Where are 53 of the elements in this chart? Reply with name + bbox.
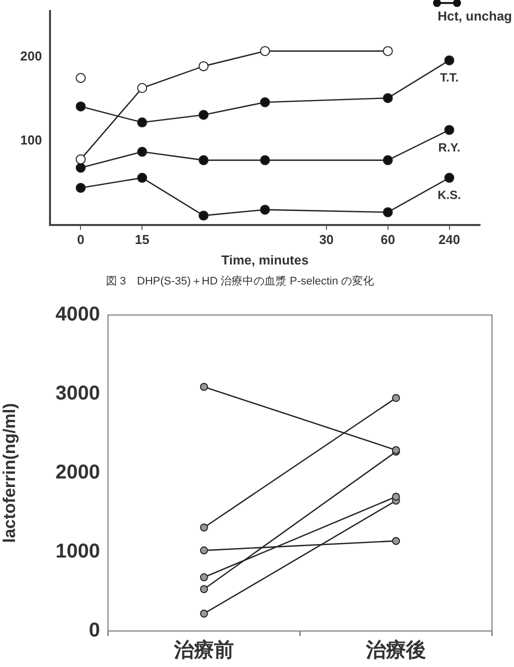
point <box>200 573 208 582</box>
point <box>392 492 400 501</box>
y-tick-label: 1000 <box>56 540 100 563</box>
y-tick-label: 200 <box>20 48 42 64</box>
y-tick-label: 100 <box>20 132 42 148</box>
point <box>392 536 400 545</box>
point <box>392 394 400 402</box>
point <box>260 155 270 166</box>
point <box>260 204 270 215</box>
x-tick-label: 30 <box>319 232 334 248</box>
point <box>198 155 209 166</box>
point <box>382 207 393 218</box>
point <box>382 46 393 56</box>
x-tick-label: 治療前 <box>173 638 234 662</box>
point <box>260 46 270 56</box>
y-tick-label: 4000 <box>56 304 100 326</box>
y-axis-title: lactoferrin(ng/ml) <box>0 403 19 543</box>
point <box>76 154 86 164</box>
point <box>137 117 148 128</box>
point <box>444 172 454 183</box>
x-tick-label: 治療後 <box>365 638 426 662</box>
point <box>444 124 454 135</box>
point <box>198 61 209 72</box>
annotation: Hct, unchag <box>438 8 512 24</box>
point <box>76 101 86 112</box>
x-tick-label: 60 <box>380 232 396 248</box>
point <box>444 55 454 66</box>
y-tick-label: 2000 <box>56 462 100 484</box>
series-label: K.S. <box>438 188 461 202</box>
point <box>137 146 148 157</box>
x-tick-label: 15 <box>134 232 150 248</box>
point <box>200 524 208 532</box>
point <box>260 97 270 108</box>
point <box>76 182 86 193</box>
point <box>198 110 209 120</box>
x-tick-label: 240 <box>438 232 460 248</box>
point <box>200 382 208 391</box>
x-axis-title: Time, minutes <box>221 252 309 268</box>
point <box>76 72 86 83</box>
point <box>76 162 86 173</box>
point <box>200 585 208 594</box>
point <box>137 83 148 94</box>
y-tick-label: 0 <box>88 620 100 642</box>
y-tick-label: 3000 <box>56 382 100 405</box>
point <box>198 210 209 221</box>
point <box>382 155 393 166</box>
point <box>137 172 148 183</box>
series-label: R.Y. <box>438 140 460 154</box>
point <box>200 610 208 618</box>
text: 図 3 DHP(S-35)＋HD 治療中の血漿 P-selectin の変化 <box>106 274 374 288</box>
series-label: T.T. <box>440 70 459 85</box>
point <box>382 93 393 104</box>
point <box>200 546 208 554</box>
